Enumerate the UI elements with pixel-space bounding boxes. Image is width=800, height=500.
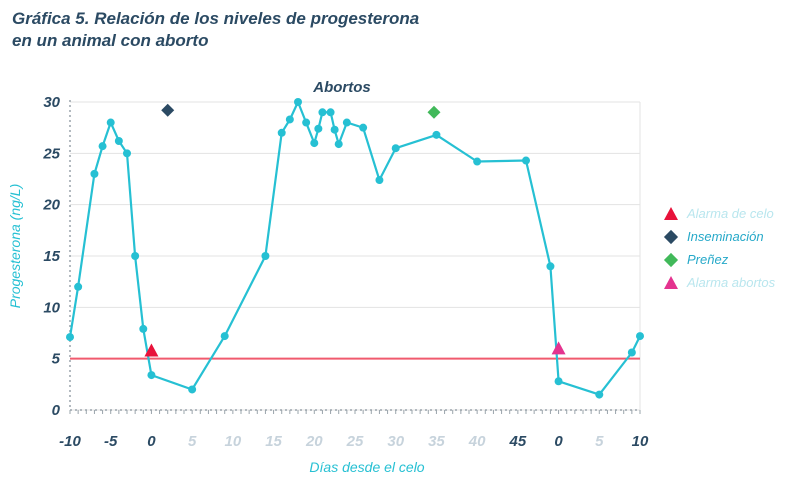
data-point (220, 332, 229, 341)
data-point (326, 108, 335, 117)
data-point (627, 348, 636, 357)
data-point (554, 377, 563, 386)
data-point (277, 128, 286, 137)
x-axis-title: Días desde el celo (309, 459, 424, 475)
x-tick-label: 0 (147, 433, 156, 450)
x-tick-label: 40 (468, 433, 486, 450)
legend-label: Preñez (687, 252, 729, 267)
data-point (334, 140, 343, 149)
data-point (546, 262, 555, 271)
legend-item-prenez: Preñez (662, 248, 775, 271)
data-point (188, 385, 197, 394)
data-point (473, 157, 482, 166)
y-tick-label: 15 (43, 248, 60, 265)
data-point (302, 118, 311, 127)
data-point (330, 125, 339, 134)
data-point (310, 139, 319, 148)
grid-lines (70, 101, 641, 411)
data-point (318, 108, 327, 117)
legend: Alarma de celo Inseminación Preñez Alarma a… (662, 202, 775, 294)
y-tick-label: 25 (42, 145, 60, 162)
data-point (114, 137, 123, 146)
data-point (90, 169, 99, 178)
data-point (294, 98, 302, 106)
x-tick-label: 25 (346, 433, 364, 450)
x-tick-label: 10 (632, 433, 649, 450)
x-tick-label: 0 (554, 433, 563, 450)
diamond-icon (663, 252, 679, 267)
data-point (66, 333, 74, 342)
data-point (106, 118, 115, 127)
legend-item-alarma-de-celo: Alarma de celo (662, 202, 775, 225)
data-point (98, 142, 107, 151)
data-point (359, 123, 368, 132)
data-point (375, 176, 384, 185)
diamond-icon (663, 229, 679, 244)
legend-label: Alarma de celo (687, 206, 774, 221)
data-point (285, 115, 294, 124)
chart-title: Gráfica 5. Relación de los niveles de pr… (12, 9, 420, 50)
data-point (636, 332, 644, 341)
data-point (123, 149, 131, 158)
data-point (74, 282, 83, 291)
markers-group (144, 103, 566, 357)
data-point (261, 252, 270, 260)
data-point (391, 144, 400, 153)
triangle-icon (664, 276, 678, 289)
x-tick-label: 15 (265, 433, 282, 450)
legend-label: Alarma abortos (687, 275, 776, 290)
marker-prenez (427, 105, 441, 119)
y-tick-label: 20 (42, 197, 60, 214)
data-point (522, 156, 530, 165)
data-point (314, 124, 323, 133)
x-tick-label: 10 (225, 433, 242, 450)
data-point (131, 252, 140, 260)
annotation-abortos: Abortos (312, 79, 371, 96)
x-tick-label: 20 (305, 433, 323, 450)
x-tick-label: 35 (428, 433, 445, 450)
y-tick-label: 30 (43, 94, 60, 111)
legend-item-alarma-abortos: Alarma abortos (662, 271, 775, 294)
data-point (147, 371, 156, 380)
marker-alarma-abortos (551, 341, 566, 355)
data-point (139, 324, 148, 333)
series-group (66, 98, 644, 399)
y-axis-title: Progesterona (ng/L) (7, 184, 23, 309)
data-point (432, 130, 441, 139)
x-tick-label: 5 (595, 433, 604, 450)
y-tick-label: 5 (52, 351, 61, 368)
data-point (595, 390, 604, 399)
x-tick-label: 5 (188, 433, 197, 450)
axes (69, 100, 641, 414)
x-tick-label: -5 (104, 433, 118, 450)
x-tick-label: 30 (387, 433, 404, 450)
x-tick-label: 45 (509, 433, 527, 450)
y-tick-label: 10 (43, 299, 60, 316)
legend-label: Inseminación (687, 229, 764, 244)
data-point (342, 118, 351, 127)
marker-inseminacion (161, 103, 175, 117)
legend-item-inseminacion: Inseminación (662, 225, 775, 248)
marker-alarma-de-celo (144, 343, 159, 357)
x-tick-label: -10 (59, 433, 81, 450)
y-tick-label: 0 (52, 402, 61, 419)
labels-group: 0 5 10 15 20 25 30 -10 -5 0 5 10 15 20 25 30 35 40 45 0 5 10 P… (7, 79, 649, 475)
triangle-icon (664, 207, 678, 220)
